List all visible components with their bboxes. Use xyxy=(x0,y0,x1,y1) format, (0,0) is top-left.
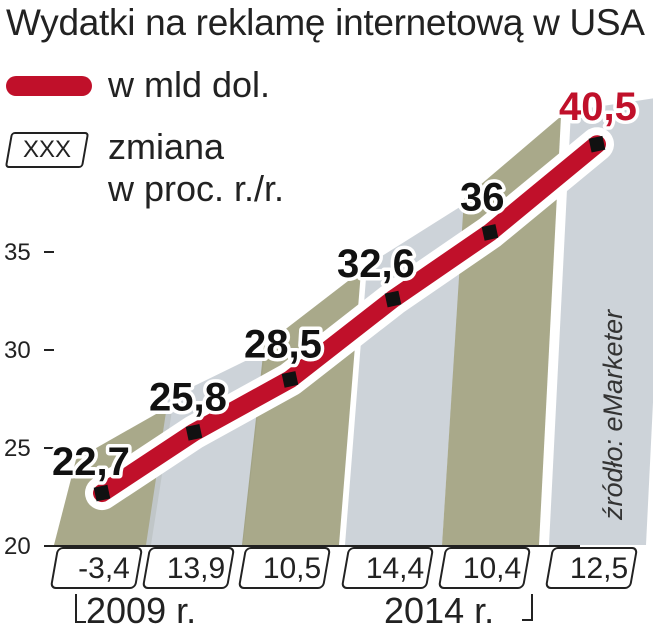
value-label-halo: 40,5 xyxy=(559,85,637,129)
value-label-halo: 25,8 xyxy=(149,375,227,419)
y-tick-label: 30 xyxy=(4,337,31,364)
y-tick-label: 20 xyxy=(4,533,31,560)
yoy-change-box: 13,9 xyxy=(142,547,235,589)
yoy-change-label: 12,5 xyxy=(570,552,628,585)
series-line xyxy=(93,135,606,503)
yoy-change-box: 10,5 xyxy=(238,547,331,589)
chart-title: Wydatki na reklamę internetową w USA xyxy=(6,2,645,43)
background-band xyxy=(442,116,561,545)
value-label: 40,5 xyxy=(559,85,637,129)
yoy-box-frame xyxy=(238,547,331,589)
yoy-change-box: 14,4 xyxy=(341,547,434,589)
yoy-change-label: 10,5 xyxy=(263,552,321,585)
yoy-change-label: 10,4 xyxy=(463,552,521,585)
yoy-change-box: -3,4 xyxy=(50,547,143,589)
data-point-marker xyxy=(185,424,203,441)
value-label-halo: 36 xyxy=(460,175,505,219)
year-end-label: 2014 r. xyxy=(384,590,495,631)
y-tick-label: 35 xyxy=(4,239,31,266)
legend-line-swatch xyxy=(6,76,92,96)
yoy-box-frame xyxy=(341,547,434,589)
value-label-halo: 28,5 xyxy=(244,322,322,366)
year-end-bracket xyxy=(522,594,533,621)
value-label: 25,8 xyxy=(149,375,227,419)
legend-note-line1: zmiana xyxy=(108,126,225,167)
year-start-label: 2009 r. xyxy=(86,590,197,631)
data-point-marker xyxy=(481,224,499,241)
yoy-change-box: 12,5 xyxy=(545,547,638,589)
value-label: 22,7 xyxy=(52,440,130,484)
yoy-box-frame xyxy=(142,547,235,589)
y-tick-label: 25 xyxy=(4,435,31,462)
legend-note-line2: w proc. r./r. xyxy=(108,168,285,209)
data-point-marker xyxy=(93,484,111,502)
background-band xyxy=(549,98,653,545)
legend-series-label: w mld dol. xyxy=(108,64,271,105)
year-start-bracket xyxy=(75,594,86,623)
data-point-marker xyxy=(384,290,402,308)
value-label: 28,5 xyxy=(244,322,322,366)
yoy-change-box: 10,4 xyxy=(438,547,531,589)
yoy-change-label: 13,9 xyxy=(167,552,225,585)
source-note: źródło: eMarketer xyxy=(598,309,628,520)
yoy-change-label: -3,4 xyxy=(78,552,130,585)
yoy-box-frame xyxy=(545,547,638,589)
data-point-marker xyxy=(281,371,299,388)
value-label-halo: 32,6 xyxy=(337,242,415,286)
yoy-change-label: 14,4 xyxy=(366,552,424,585)
legend-change-note: zmiana w proc. r./r. xyxy=(108,126,284,210)
yoy-box-frame xyxy=(438,547,531,589)
data-point-marker xyxy=(588,135,606,153)
yoy-box-frame xyxy=(50,547,143,589)
value-label-halo: 22,7 xyxy=(52,440,130,484)
value-label: 32,6 xyxy=(337,242,415,286)
value-label: 36 xyxy=(460,175,505,219)
